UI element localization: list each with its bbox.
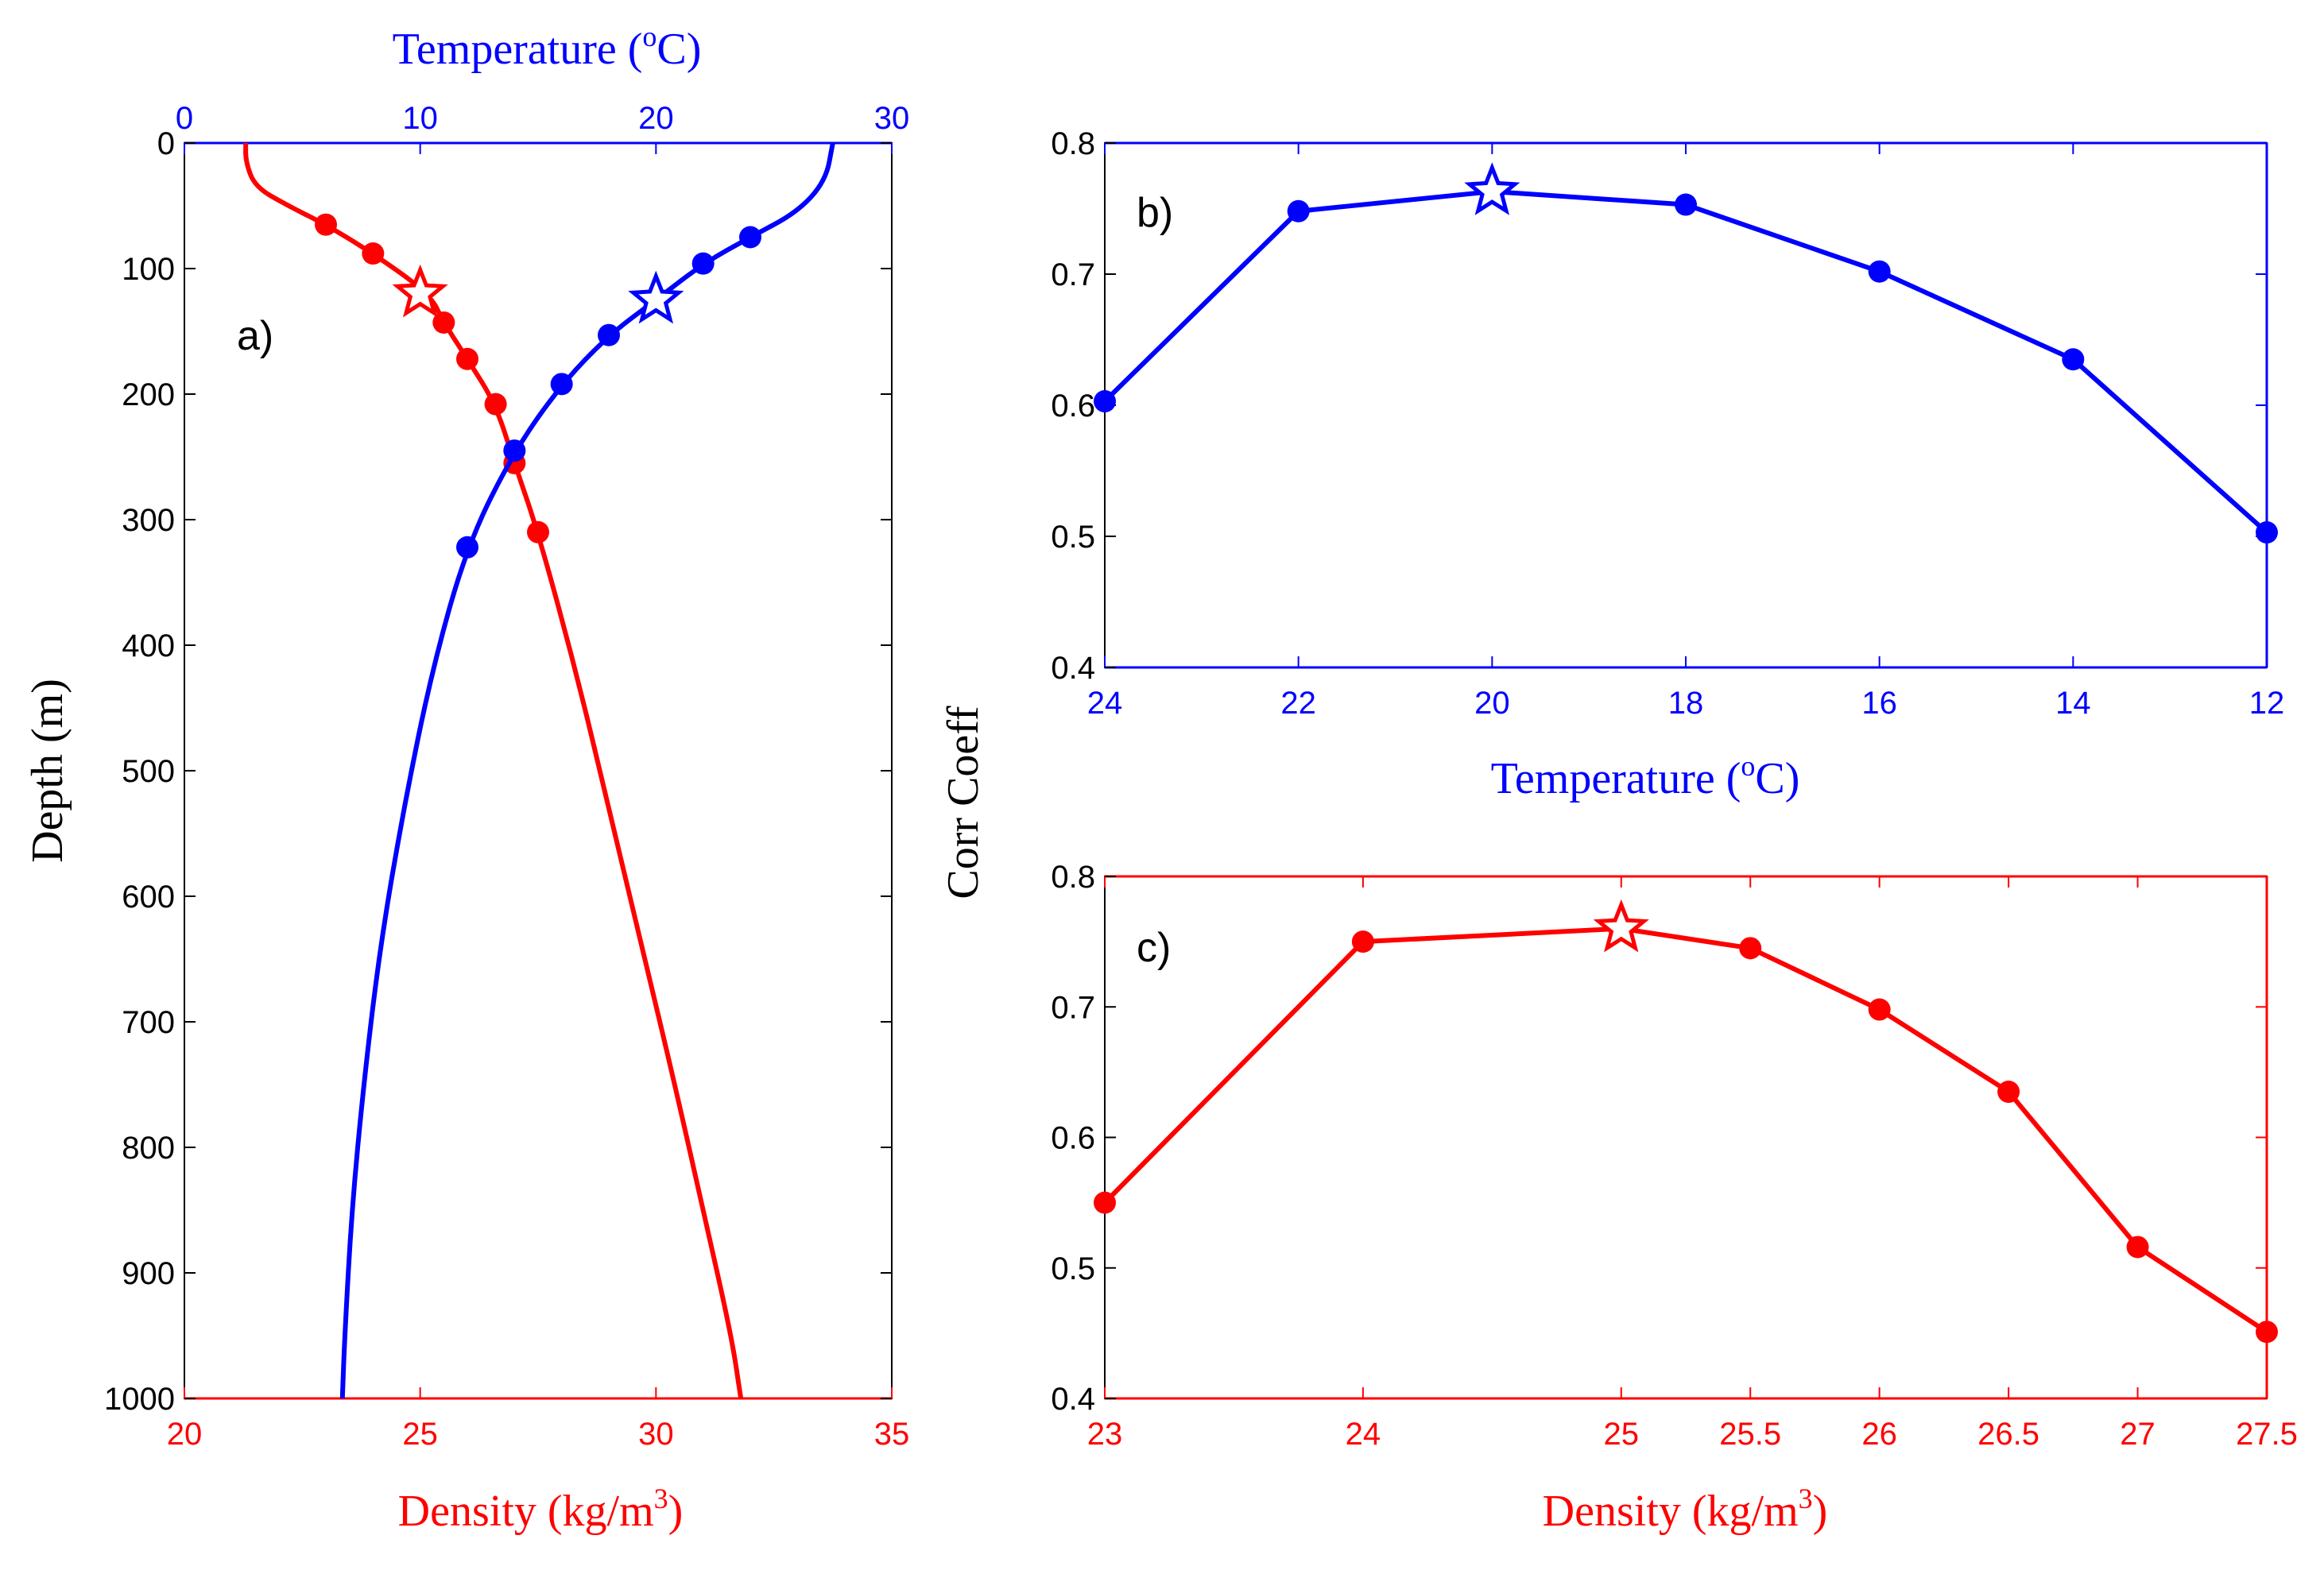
panel-c-frame bbox=[1104, 876, 2268, 1399]
panel-c-x-tick-label: 27 bbox=[2120, 1417, 2156, 1452]
panel-b-point bbox=[1287, 199, 1310, 222]
panel-b-x-tick-label: 22 bbox=[1280, 686, 1316, 721]
panel-a-frame bbox=[184, 142, 893, 1399]
panel-c-ticks: 0.4 0.5 0.6 0.7 0.8 23 24 25 25.5 26 26.5 27 27.5 bbox=[1051, 860, 2298, 1452]
panel-a-bottom-tick-label: 25 bbox=[402, 1417, 438, 1452]
panel-a-y-tick-label: 400 bbox=[122, 628, 175, 663]
panel-c-x-tick-label: 26 bbox=[1861, 1417, 1897, 1452]
panel-b-point bbox=[1868, 260, 1891, 283]
panel-b-x-tick-label: 12 bbox=[2249, 686, 2285, 721]
density-profile-marker bbox=[362, 242, 385, 265]
density-profile-marker bbox=[315, 213, 337, 236]
panel-c-x-tick-label: 27.5 bbox=[2236, 1417, 2298, 1452]
panel-b-x-tick-label: 16 bbox=[1861, 686, 1897, 721]
panel-a-y-tick-label: 500 bbox=[122, 754, 175, 789]
panel-c-x-tick-label: 25.5 bbox=[1719, 1417, 1781, 1452]
panel-b-series-line bbox=[1102, 189, 2268, 535]
panel-a-y-tick-label: 900 bbox=[122, 1256, 175, 1291]
panel-a-top-tick-label: 30 bbox=[874, 101, 910, 136]
panel-c-label: c) bbox=[1137, 925, 1171, 971]
panel-b-series bbox=[1094, 162, 2278, 544]
density-profile-line bbox=[243, 143, 744, 1399]
panel-c: 0.4 0.5 0.6 0.7 0.8 23 24 25 25.5 26 26.5 27 27.5 c)… bbox=[1051, 860, 2298, 1536]
panel-a-bottom-tick-label: 35 bbox=[874, 1417, 910, 1452]
panel-c-point bbox=[2126, 1236, 2149, 1259]
panel-a-top-axis-title: Temperature (oC) bbox=[393, 21, 702, 74]
temperature-profile-marker bbox=[456, 536, 478, 559]
panel-c-x-tick-label: 24 bbox=[1346, 1417, 1381, 1452]
panel-a-bottom-tick-label: 20 bbox=[167, 1417, 203, 1452]
panel-c-y-tick-label: 0.5 bbox=[1051, 1251, 1095, 1286]
panel-a-y-tick-label: 100 bbox=[122, 252, 175, 287]
panel-b-point bbox=[1094, 390, 1116, 413]
panel-b-x-tick-label: 24 bbox=[1087, 686, 1123, 721]
panel-b: 0.4 0.5 0.6 0.7 0.8 24 22 20 18 16 14 12 b) Tempera… bbox=[1051, 126, 2284, 803]
panel-a-y-tick-label: 0 bbox=[157, 126, 175, 161]
panel-c-point bbox=[2256, 1321, 2278, 1344]
temperature-profile-marker bbox=[739, 226, 761, 249]
panel-a-series bbox=[243, 142, 835, 1399]
density-profile-star bbox=[392, 264, 448, 318]
density-profile-marker bbox=[456, 347, 478, 370]
panel-c-y-tick-label: 0.6 bbox=[1051, 1121, 1095, 1156]
panel-c-star bbox=[1593, 899, 1649, 953]
panel-a-top-tick-label: 20 bbox=[638, 101, 674, 136]
panel-b-point bbox=[1675, 193, 1697, 216]
panel-b-y-tick-label: 0.4 bbox=[1051, 651, 1095, 686]
temperature-profile-marker bbox=[550, 373, 573, 396]
panel-b-y-tick-label: 0.6 bbox=[1051, 389, 1095, 424]
panel-b-frame bbox=[1104, 142, 2268, 668]
panel-a-y-tick-label: 800 bbox=[122, 1131, 175, 1166]
panel-c-y-tick-label: 0.7 bbox=[1051, 990, 1095, 1025]
panel-b-point bbox=[2256, 521, 2278, 544]
panel-c-x-axis-title: Density (kg/m3) bbox=[1543, 1483, 1828, 1536]
panel-a-y-tick-label: 1000 bbox=[104, 1382, 175, 1417]
panel-c-point bbox=[1094, 1191, 1116, 1214]
panel-a-top-tick-label: 0 bbox=[176, 101, 193, 136]
temperature-profile-marker bbox=[691, 252, 715, 275]
panel-a-bottom-axis-title: Density (kg/m3) bbox=[398, 1483, 684, 1536]
panel-b-y-tick-label: 0.5 bbox=[1051, 520, 1095, 555]
panel-c-series-line bbox=[1102, 926, 2268, 1334]
density-profile-marker bbox=[527, 520, 549, 543]
panel-c-point bbox=[1868, 998, 1891, 1021]
panel-a-label: a) bbox=[237, 313, 273, 359]
panel-b-x-tick-label: 14 bbox=[2055, 686, 2091, 721]
panel-c-series bbox=[1094, 899, 2278, 1344]
panel-c-x-tick-label: 25 bbox=[1604, 1417, 1640, 1452]
panel-b-ticks: 0.4 0.5 0.6 0.7 0.8 24 22 20 18 16 14 12 bbox=[1051, 126, 2284, 721]
temperature-profile-marker bbox=[598, 323, 620, 346]
temperature-profile-marker bbox=[503, 439, 526, 462]
panel-c-y-tick-label: 0.4 bbox=[1051, 1382, 1095, 1417]
panel-c-x-tick-label: 26.5 bbox=[1977, 1417, 2039, 1452]
panel-c-point bbox=[1997, 1081, 2020, 1104]
panel-b-y-tick-label: 0.8 bbox=[1051, 126, 1095, 161]
panel-b-point bbox=[2062, 348, 2085, 371]
density-profile-marker bbox=[484, 393, 507, 416]
panel-b-y-tick-label: 0.7 bbox=[1051, 257, 1095, 292]
panel-a-y-tick-label: 700 bbox=[122, 1005, 175, 1040]
temperature-profile-star bbox=[628, 270, 684, 324]
panel-b-x-axis-title: Temperature (oC) bbox=[1491, 750, 1800, 803]
panel-a-bottom-tick-label: 30 bbox=[638, 1417, 674, 1452]
panel-c-y-tick-label: 0.8 bbox=[1051, 860, 1095, 895]
panel-c-x-tick-label: 23 bbox=[1087, 1417, 1123, 1452]
panel-c-point bbox=[1739, 937, 1762, 960]
panel-a-y-tick-label: 200 bbox=[122, 377, 175, 412]
panel-b-star bbox=[1464, 162, 1520, 215]
temperature-profile-line bbox=[339, 142, 835, 1399]
panel-a-y-tick-label: 600 bbox=[122, 880, 175, 915]
panel-b-label: b) bbox=[1137, 190, 1173, 236]
panel-b-x-tick-label: 18 bbox=[1668, 686, 1704, 721]
panel-a-top-tick-label: 10 bbox=[402, 101, 438, 136]
density-profile-marker bbox=[432, 311, 455, 334]
panel-c-point bbox=[1351, 930, 1374, 953]
panel-a-y-tick-label: 300 bbox=[122, 503, 175, 538]
panel-a-y-axis-title: Depth (m) bbox=[23, 679, 72, 863]
corr-coeff-y-axis-title: Corr Coeff bbox=[939, 706, 988, 899]
panel-b-x-tick-label: 20 bbox=[1474, 686, 1510, 721]
